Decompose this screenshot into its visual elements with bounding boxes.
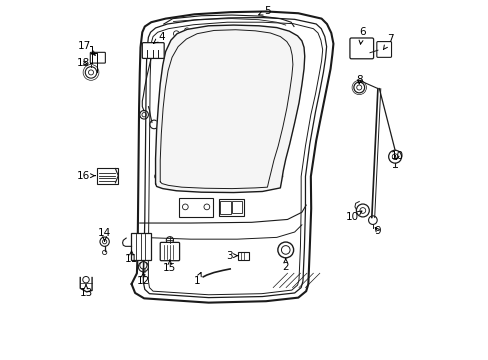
Text: 2: 2	[282, 259, 288, 272]
Text: 16: 16	[76, 171, 95, 181]
Text: 12: 12	[137, 273, 150, 286]
FancyBboxPatch shape	[142, 42, 164, 58]
FancyBboxPatch shape	[160, 242, 179, 261]
FancyBboxPatch shape	[131, 233, 151, 260]
Text: 8: 8	[355, 75, 362, 85]
Circle shape	[140, 262, 147, 269]
Text: 10: 10	[390, 150, 403, 161]
Text: 3: 3	[225, 251, 238, 261]
FancyBboxPatch shape	[349, 38, 373, 59]
Polygon shape	[131, 12, 333, 303]
Text: 17: 17	[78, 41, 95, 55]
Text: 14: 14	[98, 228, 111, 241]
Text: 9: 9	[374, 226, 381, 236]
FancyBboxPatch shape	[97, 168, 117, 184]
Text: 11: 11	[124, 251, 138, 264]
FancyBboxPatch shape	[376, 41, 391, 57]
Text: 1: 1	[193, 273, 201, 286]
Text: 4: 4	[153, 32, 165, 43]
Text: 18: 18	[77, 58, 90, 68]
Text: 7: 7	[383, 35, 393, 50]
Polygon shape	[155, 25, 304, 193]
Text: 13: 13	[79, 285, 92, 298]
Text: 6: 6	[358, 27, 365, 44]
Text: 15: 15	[163, 260, 176, 273]
Text: 5: 5	[258, 6, 270, 16]
Text: 10: 10	[345, 211, 361, 222]
